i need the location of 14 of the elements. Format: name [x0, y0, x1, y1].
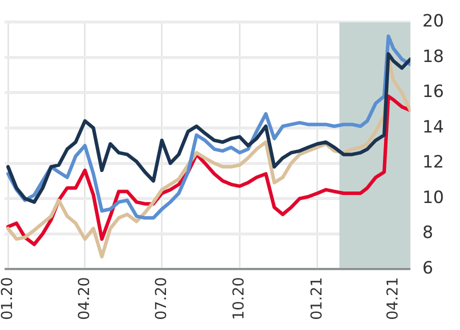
y-tick-label: 8	[422, 223, 434, 244]
y-tick-label: 6	[422, 258, 434, 278]
x-tick-label: 10.20	[230, 277, 248, 320]
y-tick-label: 12	[422, 152, 444, 173]
y-tick-label: 16	[422, 82, 444, 102]
x-tick-label: 01.20	[0, 277, 16, 320]
x-tick-label: 01.21	[307, 277, 326, 320]
y-tick-label: 10	[422, 188, 444, 208]
y-tick-label: 14	[422, 117, 444, 138]
y-tick-label: 18	[422, 46, 444, 67]
y-tick-label: 20	[422, 12, 444, 32]
x-tick-label: 04.20	[74, 277, 93, 320]
x-tick-label: 04.21	[383, 277, 402, 320]
x-tick-label: 07.20	[152, 277, 170, 320]
